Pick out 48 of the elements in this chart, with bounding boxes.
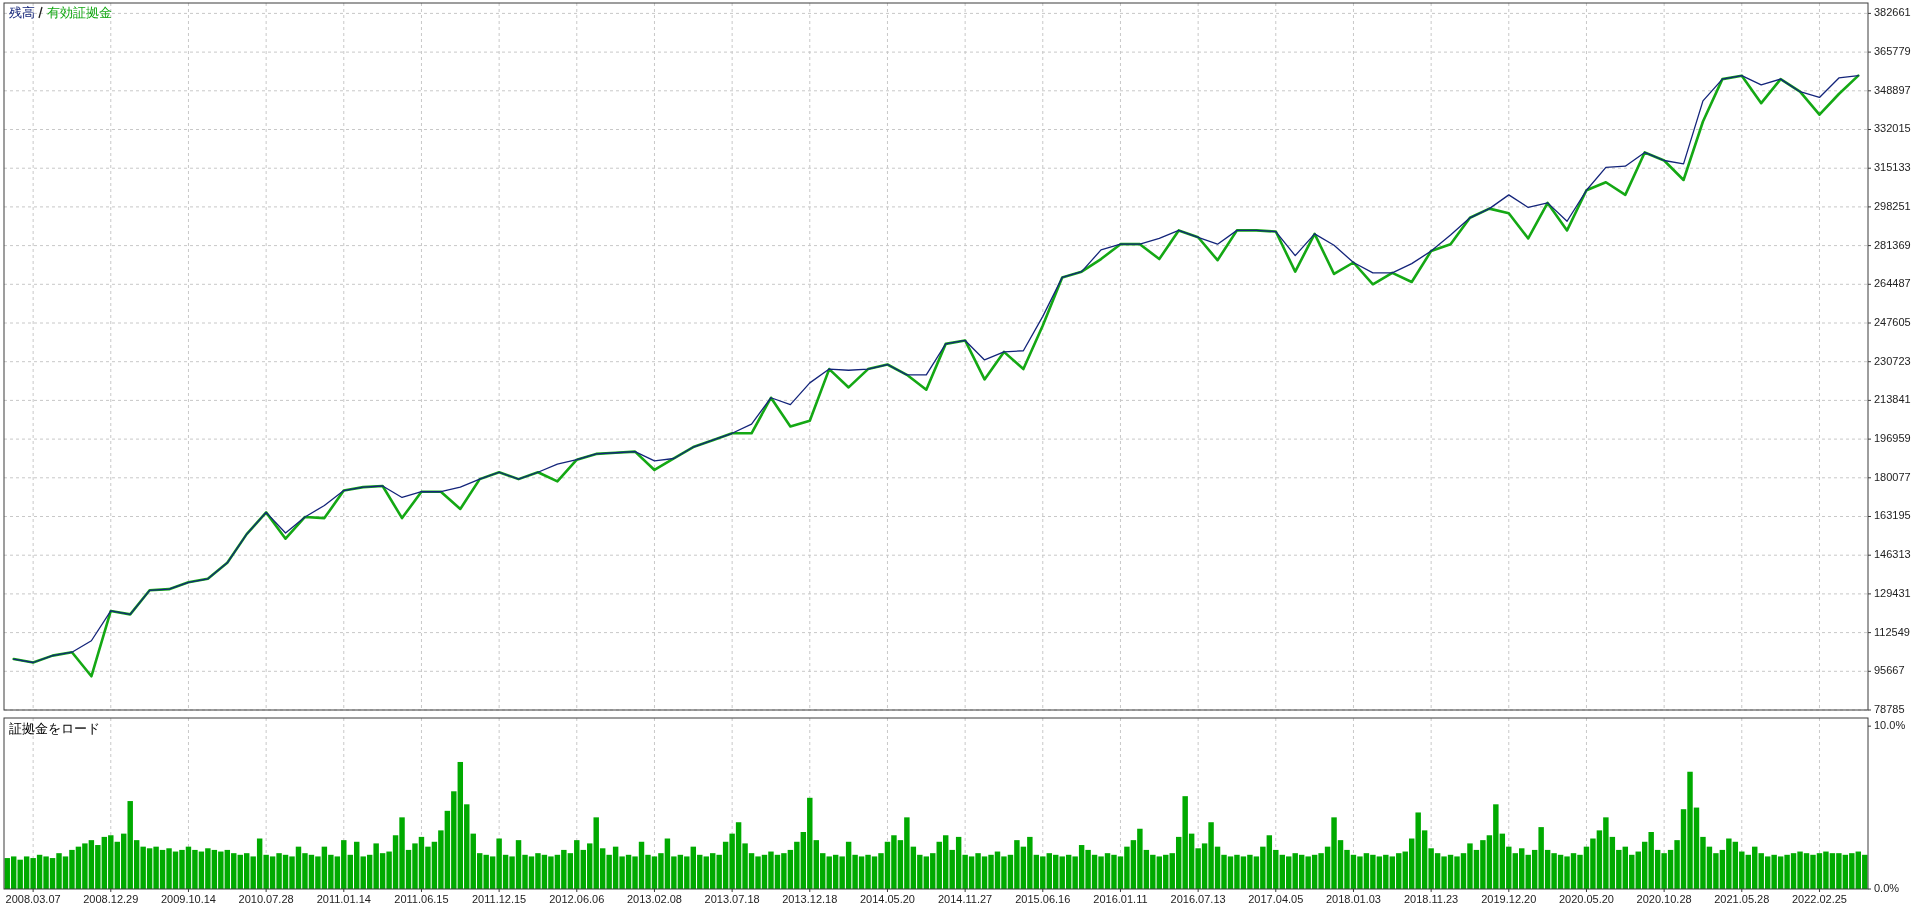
y-tick-label: 315133 xyxy=(1874,161,1911,174)
x-tick-label: 2020.05.20 xyxy=(1558,893,1614,905)
x-tick-label: 2018.11.23 xyxy=(1404,893,1459,905)
x-tick-label: 2008.03.07 xyxy=(5,893,61,905)
y-tick-label: 196959 xyxy=(1874,432,1911,445)
x-tick-label: 2011.01.14 xyxy=(316,893,371,905)
y-tick-label: 365779 xyxy=(1874,45,1911,58)
x-tick-label: 2020.10.28 xyxy=(1636,893,1692,905)
x-tick-label: 2013.02.08 xyxy=(626,893,682,905)
y-tick-label: 264487 xyxy=(1874,277,1911,290)
x-tick-label: 2010.07.28 xyxy=(238,893,294,905)
y-tick-label: 348897 xyxy=(1874,83,1911,96)
y-tick-label: 95667 xyxy=(1874,664,1905,677)
y-tick-label: 213841 xyxy=(1874,393,1911,406)
y-tick-label: 281369 xyxy=(1874,238,1911,251)
text: 有効証拠金 xyxy=(47,5,112,20)
y-tick-label: 382661 xyxy=(1874,6,1911,19)
x-tick-label: 2021.05.28 xyxy=(1714,893,1770,905)
y-tick-label: 112549 xyxy=(1874,625,1910,638)
y-tick-label: 10.0% xyxy=(1874,719,1906,732)
y-tick-label: 247605 xyxy=(1874,315,1911,328)
y-tick-label: 298251 xyxy=(1874,199,1911,212)
y-tick-label: 78785 xyxy=(1874,702,1905,715)
x-tick-label: 2008.12.29 xyxy=(83,893,139,905)
x-tick-label: 2016.01.11 xyxy=(1093,893,1148,905)
x-tick-label: 2017.04.05 xyxy=(1248,893,1304,905)
x-tick-label: 2022.02.25 xyxy=(1791,893,1847,905)
chart-title: 証拠金をロード xyxy=(9,721,100,736)
y-tick-label: 129431 xyxy=(1874,586,1911,599)
x-tick-label: 2014.11.27 xyxy=(938,893,993,905)
x-tick-label: 2014.05.20 xyxy=(859,893,915,905)
x-tick-label: 2018.01.03 xyxy=(1325,893,1381,905)
x-tick-label: 2019.12.20 xyxy=(1481,893,1537,905)
x-tick-label: 2012.06.06 xyxy=(549,893,605,905)
x-tick-label: 2011.06.15 xyxy=(394,893,449,905)
x-tick-label: 2009.10.14 xyxy=(160,893,216,905)
x-tick-label: 2011.12.15 xyxy=(472,893,527,905)
y-tick-label: 332015 xyxy=(1874,122,1911,135)
x-tick-label: 2015.06.16 xyxy=(1015,893,1071,905)
y-tick-label: 230723 xyxy=(1874,354,1911,367)
text: 残高 xyxy=(9,5,35,20)
x-tick-label: 2013.12.18 xyxy=(782,893,838,905)
y-tick-label: 180077 xyxy=(1874,470,1911,483)
x-tick-label: 2013.07.18 xyxy=(704,893,760,905)
y-tick-label: 146313 xyxy=(1874,548,1911,561)
y-tick-label: 163195 xyxy=(1874,509,1911,522)
y-tick-label: 0.0% xyxy=(1874,881,1900,894)
x-tick-label: 2016.07.13 xyxy=(1170,893,1226,905)
